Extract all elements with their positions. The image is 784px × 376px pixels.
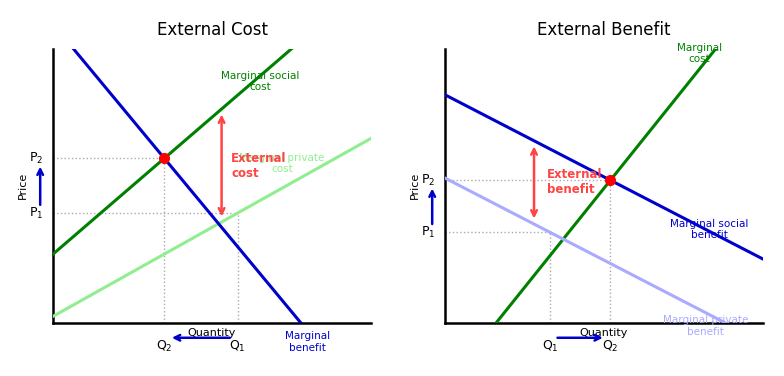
Text: P$_1$: P$_1$ <box>29 206 43 221</box>
Text: Marginal
benefit: Marginal benefit <box>285 332 330 353</box>
Text: Marginal private
cost: Marginal private cost <box>239 153 325 174</box>
Title: External Benefit: External Benefit <box>537 21 671 39</box>
Text: Marginal social
cost: Marginal social cost <box>220 71 299 92</box>
Text: Marginal
cost: Marginal cost <box>677 43 722 64</box>
Y-axis label: Price: Price <box>17 172 27 199</box>
Text: P$_2$: P$_2$ <box>421 173 435 188</box>
Text: Q$_1$: Q$_1$ <box>542 339 558 354</box>
Text: Marginal private
benefit: Marginal private benefit <box>663 315 749 337</box>
Text: Q$_1$: Q$_1$ <box>229 339 246 354</box>
Text: P$_2$: P$_2$ <box>29 151 43 166</box>
Text: Q$_2$: Q$_2$ <box>602 339 619 354</box>
Title: External Cost: External Cost <box>157 21 267 39</box>
Y-axis label: Price: Price <box>409 172 419 199</box>
Text: Q$_2$: Q$_2$ <box>156 339 172 354</box>
Text: P$_1$: P$_1$ <box>421 225 435 240</box>
X-axis label: Quantity: Quantity <box>580 328 628 338</box>
Text: Marginal social
benefit: Marginal social benefit <box>670 219 748 240</box>
X-axis label: Quantity: Quantity <box>188 328 236 338</box>
Text: External
benefit: External benefit <box>546 168 602 196</box>
Text: External
cost: External cost <box>231 152 287 179</box>
